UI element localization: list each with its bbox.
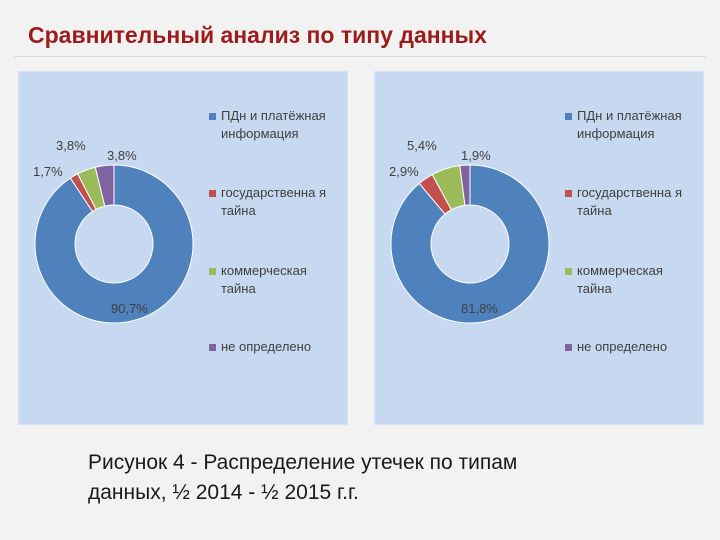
chart-panel-2015: 5,4% 1,9% 2,9% 81,8% ПДн и платёжная инф… [374, 71, 704, 425]
data-label-pdn-2014: 90,7% [111, 301, 148, 316]
data-label-commercial-2015: 5,4% [407, 138, 437, 153]
slide-title: Сравнительный анализ по типу данных [28, 22, 487, 48]
legend-swatch-commercial [565, 268, 572, 275]
legend-label-undefined: не определено [577, 339, 668, 354]
legend-label-commercial: коммерческая тайна [221, 263, 307, 296]
legend-label-commercial: коммерческая тайна [577, 263, 663, 296]
data-label-pdn-2015: 81,8% [461, 301, 498, 316]
legend-swatch-commercial [209, 268, 216, 275]
legend-swatch-undefined [209, 344, 216, 351]
legend-swatch-pdn [209, 113, 216, 120]
legend-label-pdn: ПДн и платёжная информация [577, 108, 682, 141]
title-divider [14, 56, 706, 57]
caption-line-1: Рисунок 4 - Распределение утечек по типа… [88, 451, 518, 474]
legend-label-pdn: ПДн и платёжная информация [221, 108, 326, 141]
legend-label-state-secret: государственна я тайна [577, 185, 682, 218]
donut-slice-pdn-2015 [390, 164, 550, 324]
legend-label-undefined: не определено [221, 339, 312, 354]
donut-chart-2014 [34, 164, 194, 324]
data-label-state-secret-2015: 2,9% [389, 164, 419, 179]
donut-slice-undefined-2014 [94, 164, 115, 207]
data-label-commercial-2014: 3,8% [56, 138, 86, 153]
chart-panel-2014: 3,8% 3,8% 1,7% 90,7% ПДн и платёжная инф… [18, 71, 348, 425]
data-label-state-secret-2014: 1,7% [33, 164, 63, 179]
figure-caption: Рисунок 4 - Распределение утечек по типа… [88, 448, 648, 508]
legend-swatch-undefined [565, 344, 572, 351]
caption-line-2: данных, ½ 2014 - ½ 2015 г.г. [88, 481, 359, 504]
donut-slice-undefined-2015 [459, 164, 471, 206]
data-label-undefined-2014: 3,8% [107, 148, 137, 163]
data-label-undefined-2015: 1,9% [461, 148, 491, 163]
legend-swatch-state-secret [209, 190, 216, 197]
legend-swatch-pdn [565, 113, 572, 120]
donut-slice-pdn-2014 [34, 164, 194, 324]
donut-chart-2015 [390, 164, 550, 324]
legend-swatch-state-secret [565, 190, 572, 197]
legend-label-state-secret: государственна я тайна [221, 185, 326, 218]
